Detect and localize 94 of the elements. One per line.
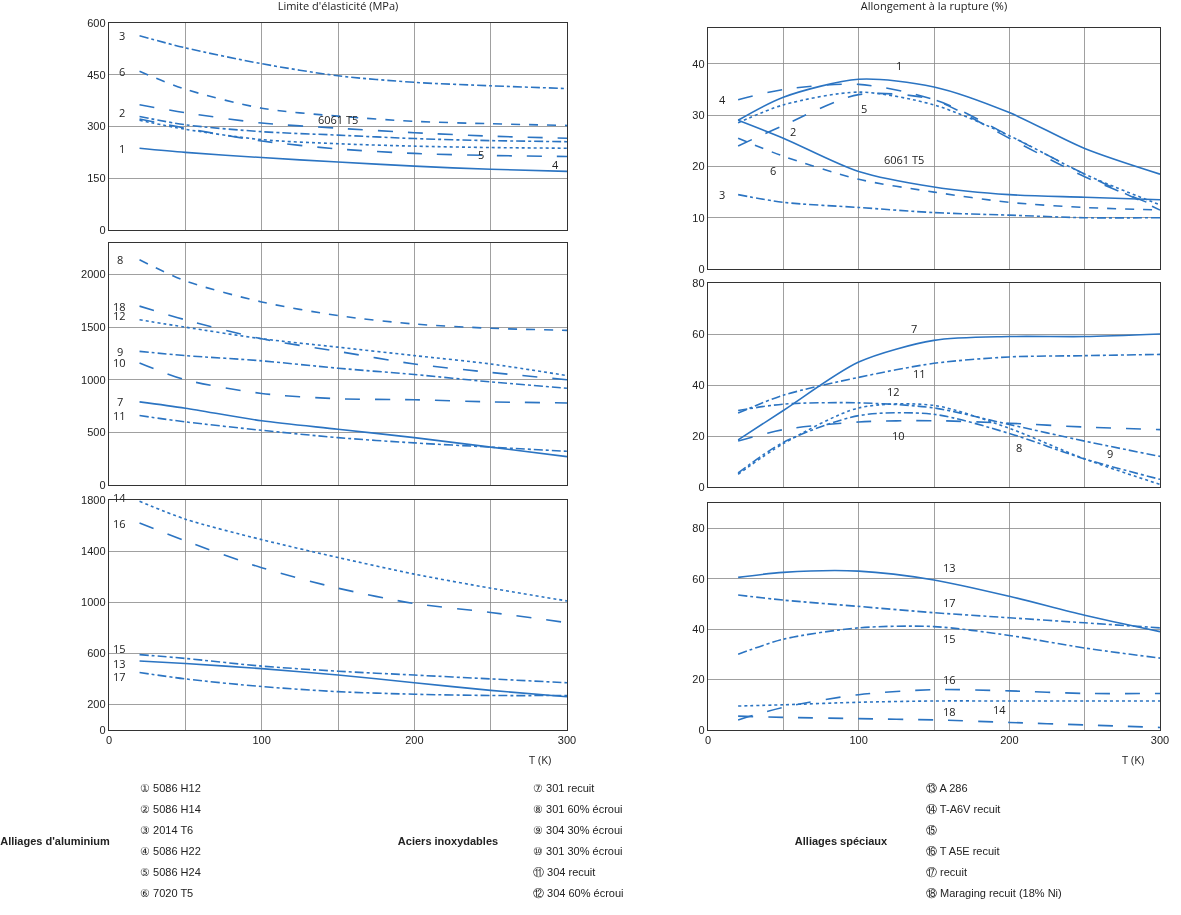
y-tick-label: 150 [87, 172, 106, 185]
series-label: 6061 T5 [884, 152, 925, 167]
series-label: 15 [113, 641, 126, 656]
text: ⑬ A 286 [926, 781, 969, 796]
y-tick-label: 300 [87, 120, 106, 133]
series-label: 13 [113, 656, 126, 671]
text: Alliages spéciaux [793, 835, 889, 847]
text: ⑮ [926, 823, 938, 838]
series-label: 13 [943, 560, 956, 575]
y-tick-label: 60 [692, 572, 705, 585]
text: ⑦ 301 recuit [533, 781, 596, 796]
y-tick-label: 30 [692, 109, 705, 122]
series-label: 9 [1107, 446, 1114, 461]
y-tick-label: 600 [87, 647, 106, 660]
series-label: 14 [993, 702, 1007, 717]
series-label: 2 [119, 105, 126, 120]
series-label: 18 [943, 704, 956, 719]
text: ⑧ 301 60% écroui [533, 802, 624, 817]
y-tick-label: 500 [87, 426, 106, 439]
y-tick-label: 2000 [81, 268, 106, 281]
y-tick-label: 40 [692, 57, 705, 70]
text: ⑨ 304 30% écroui [533, 823, 624, 838]
series-label: 17 [113, 669, 126, 684]
series-label: 17 [943, 595, 956, 610]
y-tick-label: 20 [692, 160, 705, 173]
y-tick-label: 1800 [81, 493, 106, 506]
y-tick-label: 200 [87, 698, 106, 711]
chart-title: Limite d'élasticité (MPa) [277, 0, 399, 14]
y-tick-label: 1000 [81, 373, 106, 386]
y-tick-label: 0 [698, 723, 705, 736]
y-tick-label: 0 [698, 480, 705, 493]
text: ⑩ 301 30% écroui [533, 844, 624, 859]
x-tick-label: 100 [252, 734, 271, 747]
text: ⑯ T A5E recuit [926, 844, 1001, 859]
x-axis-title: T (K) [529, 752, 552, 767]
text: ② 5086 H14 [140, 802, 201, 817]
y-tick-label: 450 [87, 68, 106, 81]
text: ⑫ 304 60% écroui [533, 886, 624, 901]
series-label: 3 [719, 187, 726, 202]
series-label: 1 [119, 141, 126, 156]
x-tick-label: 300 [1150, 734, 1170, 747]
series-label: 4 [552, 157, 559, 172]
y-tick-label: 20 [692, 429, 705, 442]
text: ① 5086 H12 [140, 781, 201, 796]
series-label: 7 [117, 394, 124, 409]
y-tick-label: 1000 [81, 596, 106, 609]
y-tick-label: 600 [87, 16, 106, 29]
y-tick-label: 40 [692, 622, 705, 635]
series-label: 1 [896, 58, 903, 73]
y-tick-label: 10 [692, 211, 705, 224]
text: ⑪ 304 recuit [533, 865, 597, 880]
series-label: 3 [119, 28, 126, 43]
series-label: 8 [117, 252, 124, 267]
series-label: 2 [790, 124, 797, 139]
text: ④ 5086 H22 [140, 844, 201, 859]
y-tick-label: 0 [698, 262, 705, 275]
text: Alliages d'aluminium [0, 835, 111, 847]
text: ⑤ 5086 H24 [140, 865, 201, 880]
y-tick-label: 60 [692, 327, 705, 340]
text: ⑱ Maraging recuit (18% Ni) [926, 886, 1062, 901]
x-tick-label: 300 [557, 734, 577, 747]
y-tick-label: 80 [692, 276, 705, 289]
y-tick-label: 20 [692, 673, 705, 686]
x-tick-label: 100 [849, 734, 868, 747]
y-tick-label: 0 [99, 478, 106, 491]
series-label: 11 [913, 366, 926, 381]
x-tick-label: 200 [1000, 734, 1019, 747]
y-tick-label: 0 [99, 723, 106, 736]
chart-title: Allongement à la rupture (%) [860, 0, 1008, 14]
series-label: 16 [943, 672, 956, 687]
series-label: 7 [911, 321, 918, 336]
text: ⑰ recuit [926, 865, 968, 880]
series-label: 15 [943, 631, 956, 646]
series-label: 10 [892, 428, 905, 443]
text: ⑭ T-A6V recuit [926, 802, 1002, 817]
series-label: 16 [113, 516, 126, 531]
series-label: 12 [887, 384, 900, 399]
text: Aciers inoxydables [396, 835, 500, 847]
series-label: 11 [113, 408, 126, 423]
y-tick-label: 80 [692, 522, 705, 535]
y-tick-label: 0 [99, 223, 106, 236]
series-label: 18 [113, 299, 126, 314]
series-label: 8 [1016, 440, 1023, 455]
y-tick-label: 1400 [81, 544, 106, 557]
y-tick-label: 40 [692, 378, 705, 391]
y-tick-label: 1500 [81, 321, 106, 334]
text: ③ 2014 T6 [140, 823, 195, 838]
x-tick-label: 200 [405, 734, 424, 747]
text: ⑥ 7020 T5 [140, 886, 195, 901]
series-label: 4 [719, 92, 726, 107]
series-label: 5 [861, 101, 868, 116]
series-label: 6 [119, 64, 126, 79]
x-axis-title: T (K) [1122, 752, 1145, 767]
series-label: 6 [770, 163, 777, 178]
